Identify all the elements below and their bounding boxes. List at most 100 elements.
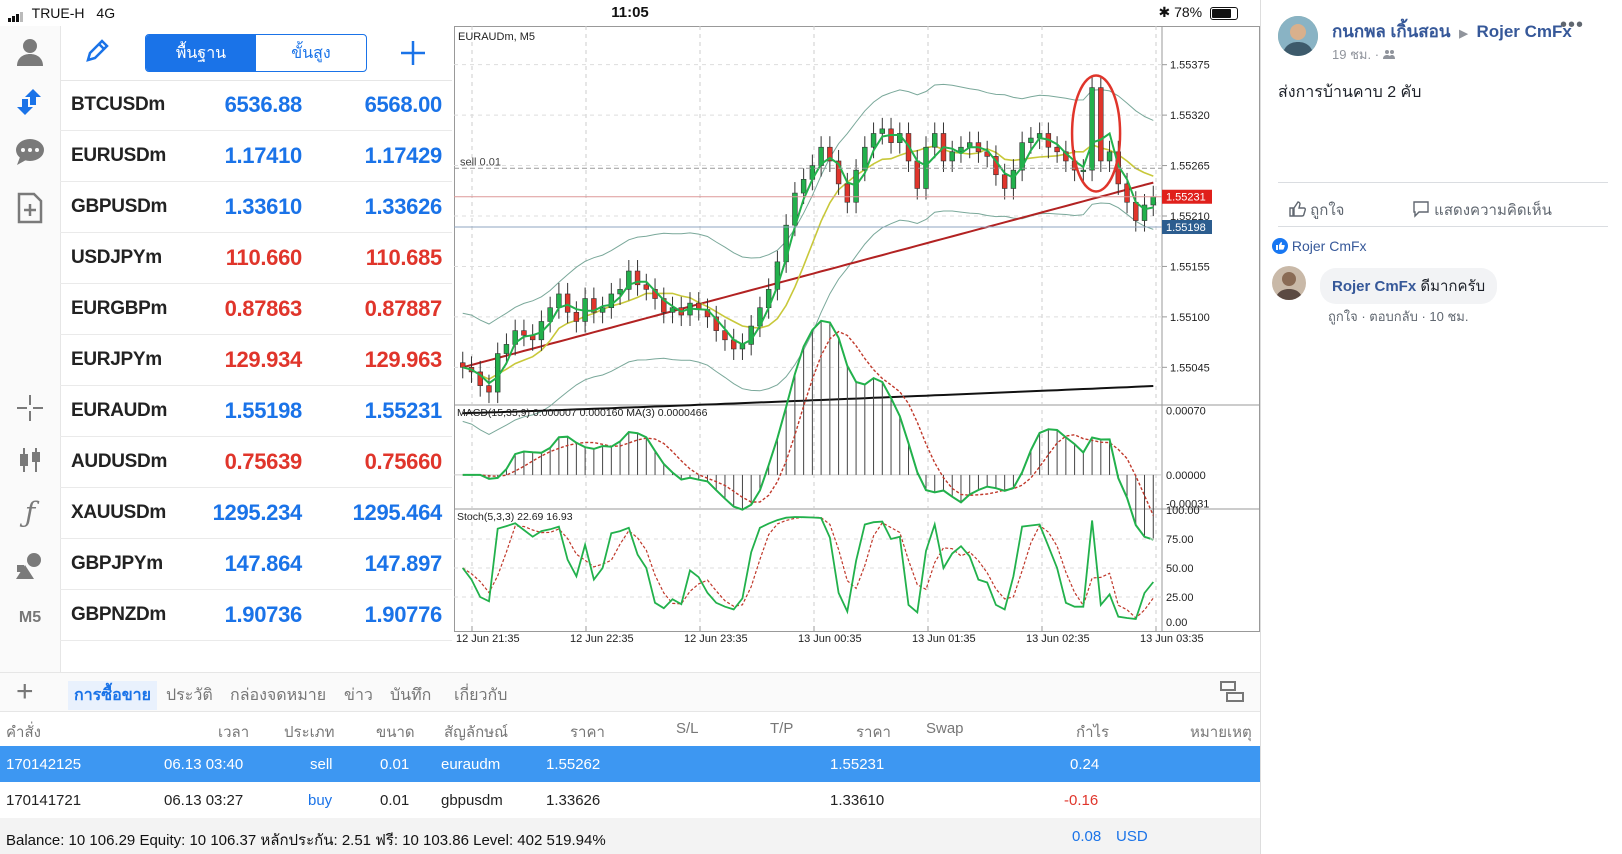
candle: [564, 293, 571, 313]
quote-symbol: EURAUDm: [71, 400, 168, 421]
col-size: ขนาด: [376, 724, 415, 741]
arrow-right-icon: ▶: [1459, 28, 1468, 40]
tab-about[interactable]: เกี่ยวกับ: [454, 687, 508, 704]
ma-fast-line: [462, 131, 1154, 385]
order-type: sell: [310, 756, 333, 773]
facebook-post: กนกพล เกิ้นสอน ▶ Rojer CmFx 19 ชม. · •••…: [1262, 0, 1622, 854]
trade-arrows-icon[interactable]: [12, 84, 48, 120]
price-chart[interactable]: 1.55375 1.55320 1.55265 1.55210 1.55155 1.551…: [454, 26, 1260, 672]
order-symbol: gbpusdm: [441, 792, 503, 809]
quote-bid: 0.75639: [224, 449, 303, 474]
candle: [1124, 183, 1130, 203]
status-bar: TRUE-H 4G 11:05 ✱ 78%: [0, 0, 1260, 26]
candle: [862, 146, 868, 171]
post-time[interactable]: 19 ชม. ·: [1332, 47, 1380, 62]
order-price: 1.55231: [830, 756, 885, 773]
currency: USD: [1116, 828, 1148, 845]
quote-row[interactable]: EURUSDm 1.17410 1.17429: [60, 131, 452, 182]
quote-symbol: XAUUSDm: [71, 502, 167, 523]
col-sl: S/L: [676, 720, 699, 737]
tab-history[interactable]: ประวัติ: [166, 687, 213, 704]
author-avatar[interactable]: [1278, 16, 1318, 56]
macd-tick-label: 0.00070: [1166, 406, 1206, 418]
stoch-tick-label: 25.00: [1166, 592, 1194, 604]
candle: [617, 289, 623, 295]
candle: [914, 160, 920, 189]
quote-ask: 110.685: [365, 245, 443, 270]
total-profit: 0.08: [1072, 828, 1102, 845]
stoch-tick-label: 75.00: [1166, 534, 1194, 546]
stoch-tick-label: 0.00: [1166, 617, 1187, 629]
quote-row[interactable]: BTCUSDm 6536.88 6568.00: [60, 80, 452, 131]
quote-row[interactable]: USDJPYm 110.660 110.685: [60, 233, 452, 284]
quote-row[interactable]: GBPNZDm 1.90736 1.90776: [60, 590, 452, 641]
quote-row[interactable]: XAUUSDm 1295.234 1295.464: [60, 488, 452, 539]
candle: [1019, 142, 1025, 171]
new-order-button[interactable]: +: [16, 675, 34, 708]
candle: [486, 385, 492, 393]
quote-row[interactable]: EURAUDm 1.55198 1.55231: [60, 386, 452, 437]
chart-title: EURAUDm, M5: [458, 31, 535, 43]
commenter-avatar[interactable]: [1272, 266, 1306, 300]
comment-author[interactable]: Rojer CmFx: [1332, 278, 1417, 295]
col-time: เวลา: [218, 724, 250, 741]
tab-journal[interactable]: บันทึก: [390, 687, 432, 704]
tab-trade[interactable]: การซื้อขาย: [68, 681, 158, 710]
function-icon[interactable]: ƒ: [24, 495, 36, 529]
trade-row[interactable]: 170142125 06.13 03:40 sell 0.01 euraudm …: [0, 746, 1260, 782]
bid-tag-label: 1.55198: [1166, 222, 1206, 234]
battery-info: ✱ 78%: [1158, 4, 1238, 21]
comment-actions[interactable]: ถูกใจ · ตอบกลับ · 10 ชม.: [1328, 309, 1469, 324]
stoch-tick-label: 100.00: [1166, 505, 1200, 517]
quote-row[interactable]: AUDUSDm 0.75639 0.75660: [60, 437, 452, 488]
candles-icon[interactable]: [12, 442, 48, 478]
edit-icon[interactable]: [84, 38, 110, 71]
balance-summary: Balance: 10 106.29 Equity: 10 106.37 หลั…: [6, 832, 606, 849]
candle: [800, 179, 807, 194]
chart-area[interactable]: 1.55375 1.55320 1.55265 1.55210 1.55155 1.551…: [454, 26, 1260, 672]
quote-ask: 1.55231: [364, 398, 443, 423]
tab-basic[interactable]: พื้นฐาน: [146, 35, 256, 71]
quote-bid: 1.55198: [224, 398, 303, 423]
bottom-tabs: + การซื้อขาย ประวัติ กล่องจดหมาย ข่าว บั…: [0, 672, 1260, 712]
macd-label: MACD(15,35,9) 0.000007 0.000160 MA(3) 0.…: [457, 407, 708, 419]
more-options-icon[interactable]: •••: [1559, 14, 1584, 36]
quote-bid: 1.17410: [224, 143, 303, 168]
like-button[interactable]: ถูกใจ: [1288, 198, 1344, 222]
stoch-tick-label: 50.00: [1166, 563, 1194, 575]
add-document-icon[interactable]: [12, 190, 48, 226]
stoch-main-line: [461, 516, 1155, 620]
price-tick-label: 1.55320: [1170, 110, 1210, 122]
quote-symbol: GBPNZDm: [71, 604, 167, 625]
quote-row[interactable]: GBPUSDm 1.33610 1.33626: [60, 182, 452, 233]
tab-news[interactable]: ข่าว: [344, 687, 373, 704]
comment-button[interactable]: แสดงความคิดเห็น: [1412, 198, 1552, 222]
author-name[interactable]: กนกพล เกิ้นสอน: [1332, 22, 1451, 41]
candle: [949, 151, 955, 162]
order-time: 06.13 03:27: [164, 792, 244, 809]
quote-row[interactable]: GBPJPYm 147.864 147.897: [60, 539, 452, 590]
battery-percent: 78%: [1174, 4, 1203, 20]
trade-row[interactable]: 170141721 06.13 03:27 buy 0.01 gbpusdm 1…: [0, 782, 1260, 818]
tab-mailbox[interactable]: กล่องจดหมาย: [230, 687, 327, 704]
add-symbol-button[interactable]: [398, 30, 428, 77]
order-type: buy: [308, 792, 333, 809]
user-icon[interactable]: [12, 34, 48, 70]
reactions-row[interactable]: Rojer CmFx: [1272, 238, 1367, 254]
tab-advanced[interactable]: ขั้นสูง: [291, 44, 331, 62]
shapes-icon[interactable]: [12, 548, 48, 584]
chat-icon[interactable]: [12, 134, 48, 170]
quote-row[interactable]: EURJPYm 129.934 129.963: [60, 335, 452, 386]
quote-row[interactable]: EURGBPm 0.87863 0.87887: [60, 284, 452, 335]
target-page[interactable]: Rojer CmFx: [1476, 22, 1572, 41]
layout-icon[interactable]: [1220, 681, 1244, 703]
timeframe-button[interactable]: M5: [18, 609, 42, 626]
thumbs-up-icon: [1288, 201, 1310, 219]
quote-ask: 129.963: [364, 347, 443, 372]
crosshair-icon[interactable]: [12, 390, 48, 426]
candle: [634, 270, 641, 286]
candle: [1028, 137, 1034, 143]
like-label: ถูกใจ: [1310, 202, 1345, 219]
candle: [661, 298, 667, 313]
candle: [870, 133, 877, 148]
